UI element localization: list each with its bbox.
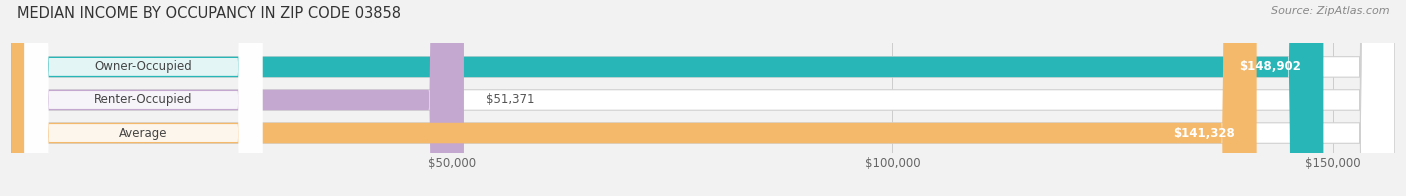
FancyBboxPatch shape <box>11 0 1395 196</box>
Text: Average: Average <box>120 127 167 140</box>
Text: $148,902: $148,902 <box>1240 60 1302 74</box>
FancyBboxPatch shape <box>11 0 464 196</box>
FancyBboxPatch shape <box>24 0 263 196</box>
FancyBboxPatch shape <box>24 0 263 196</box>
FancyBboxPatch shape <box>11 0 1395 196</box>
FancyBboxPatch shape <box>11 0 1395 196</box>
FancyBboxPatch shape <box>11 0 1257 196</box>
Text: $51,371: $51,371 <box>486 93 534 106</box>
Text: Owner-Occupied: Owner-Occupied <box>94 60 193 74</box>
Text: Source: ZipAtlas.com: Source: ZipAtlas.com <box>1271 6 1389 16</box>
Text: MEDIAN INCOME BY OCCUPANCY IN ZIP CODE 03858: MEDIAN INCOME BY OCCUPANCY IN ZIP CODE 0… <box>17 6 401 21</box>
Text: Renter-Occupied: Renter-Occupied <box>94 93 193 106</box>
Text: $141,328: $141,328 <box>1173 127 1234 140</box>
FancyBboxPatch shape <box>11 0 1323 196</box>
FancyBboxPatch shape <box>24 0 263 196</box>
